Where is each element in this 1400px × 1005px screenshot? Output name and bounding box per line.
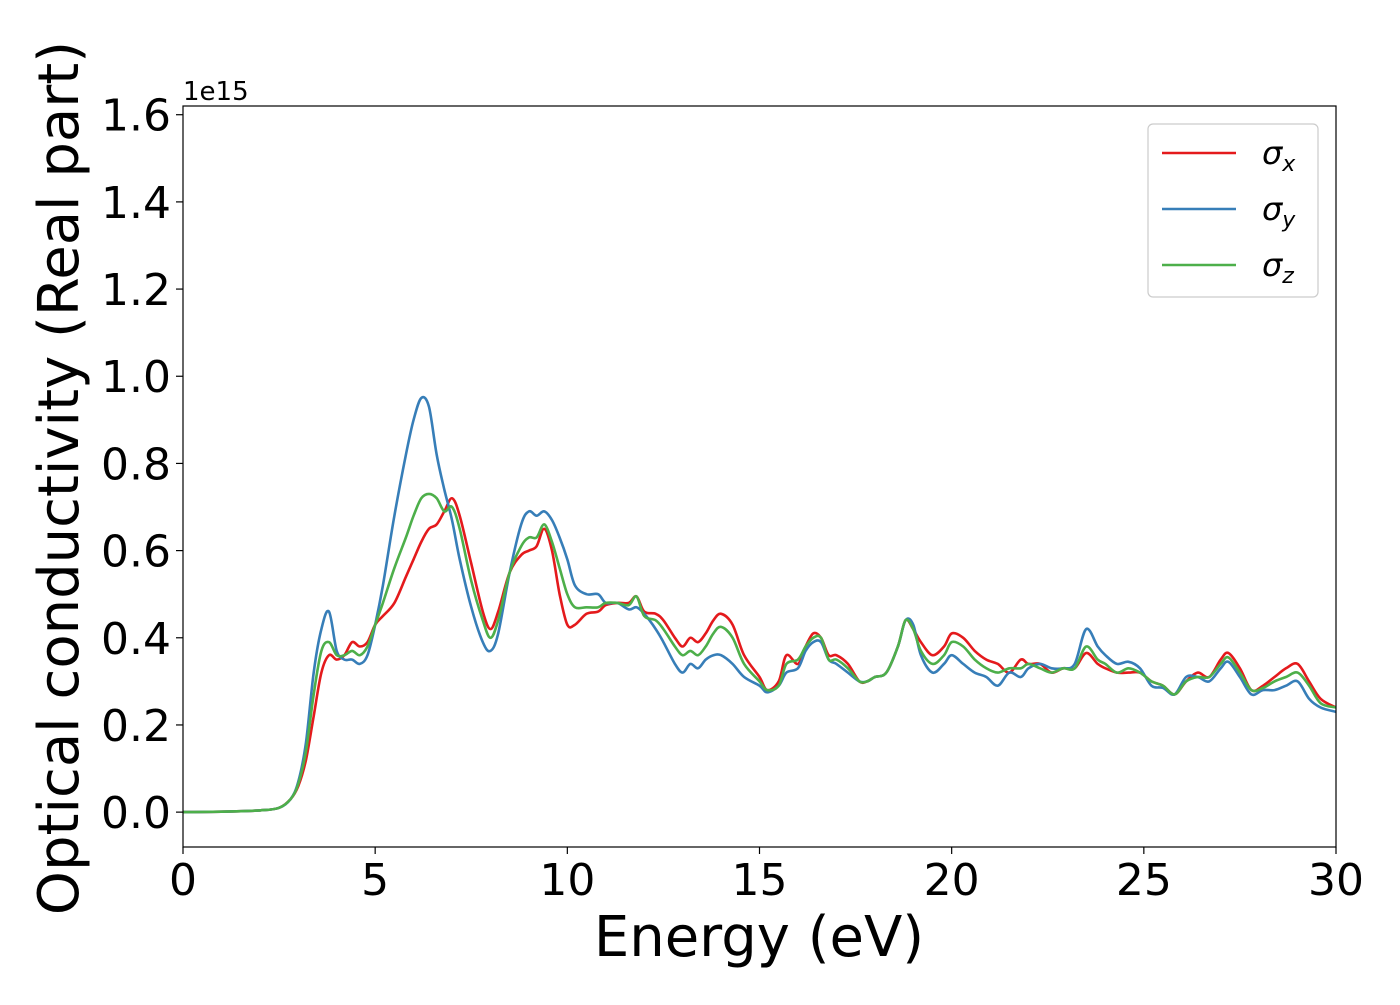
y-tick-label: 0.6 <box>101 527 171 578</box>
y-tick-label: 1.2 <box>101 265 171 316</box>
y-tick-label: 1.6 <box>101 91 171 142</box>
x-tick-label: 15 <box>732 855 788 906</box>
y-tick-label: 1.0 <box>101 352 171 403</box>
series-line-z <box>183 492 1336 814</box>
x-axis-ticks: 0 5 10 15 20 25 30 <box>169 847 1364 906</box>
x-tick-label: 25 <box>1116 855 1172 906</box>
legend-symbol: σ <box>1262 246 1284 284</box>
legend-box <box>1147 123 1319 298</box>
y-axis-ticks: 0.0 0.2 0.4 0.6 0.8 1.0 1.2 1.4 1.6 <box>101 91 183 839</box>
legend-symbol: σ <box>1262 190 1284 228</box>
legend-subscript: y <box>1281 208 1296 233</box>
y-tick-label: 0.8 <box>101 439 171 490</box>
legend-label-x: σx <box>1262 134 1296 177</box>
y-tick-label: 0.0 <box>101 788 171 839</box>
x-axis-title: Energy (eV) <box>594 905 924 970</box>
y-axis-title: Optical conductivity (Real part) <box>27 41 92 915</box>
legend-label-y: σy <box>1262 190 1296 233</box>
y-tick-label: 1.4 <box>101 178 171 229</box>
x-tick-label: 10 <box>539 855 595 906</box>
x-tick-label: 20 <box>924 855 980 906</box>
y-offset-text: 1e15 <box>183 77 249 107</box>
y-tick-label: 0.2 <box>101 701 171 752</box>
x-tick-label: 0 <box>169 855 197 906</box>
x-tick-label: 30 <box>1308 855 1364 906</box>
legend-subscript: z <box>1281 264 1294 289</box>
plot-area <box>183 106 1336 847</box>
series-line-y <box>183 395 1336 814</box>
legend-subscript: x <box>1281 152 1296 177</box>
series-layer <box>183 395 1336 814</box>
legend-label-z: σz <box>1262 246 1294 289</box>
y-tick-label: 0.4 <box>101 614 171 665</box>
plot-frame <box>182 105 1337 848</box>
legend-symbol: σ <box>1262 134 1284 172</box>
x-tick-label: 5 <box>361 855 389 906</box>
